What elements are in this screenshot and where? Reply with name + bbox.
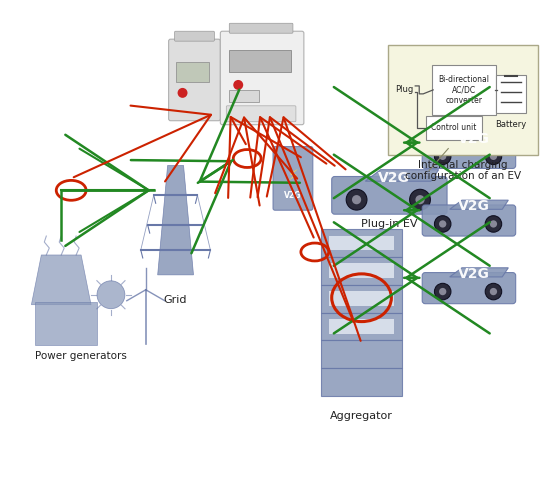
Text: Control unit: Control unit (431, 123, 477, 132)
Circle shape (490, 220, 497, 228)
Circle shape (234, 80, 243, 90)
FancyBboxPatch shape (273, 146, 313, 210)
FancyBboxPatch shape (35, 302, 97, 346)
FancyBboxPatch shape (432, 65, 496, 115)
Text: V2G: V2G (458, 132, 490, 145)
Text: Power generators: Power generators (35, 352, 127, 362)
Circle shape (435, 216, 451, 232)
FancyBboxPatch shape (422, 138, 516, 168)
Circle shape (352, 195, 361, 204)
Circle shape (435, 148, 451, 164)
Circle shape (439, 220, 446, 228)
Text: Plug: Plug (395, 86, 414, 94)
FancyBboxPatch shape (329, 319, 394, 334)
Circle shape (485, 148, 502, 164)
FancyBboxPatch shape (229, 50, 291, 72)
FancyBboxPatch shape (329, 264, 394, 278)
Polygon shape (31, 255, 91, 304)
FancyBboxPatch shape (321, 312, 402, 340)
FancyBboxPatch shape (226, 106, 296, 122)
Text: Aggregator: Aggregator (330, 411, 393, 421)
Polygon shape (450, 268, 508, 277)
FancyBboxPatch shape (329, 236, 394, 250)
Text: V2G: V2G (458, 267, 490, 281)
Circle shape (178, 88, 188, 98)
FancyBboxPatch shape (422, 272, 516, 304)
Polygon shape (450, 200, 508, 209)
Circle shape (435, 284, 451, 300)
FancyBboxPatch shape (229, 24, 293, 33)
Polygon shape (365, 170, 438, 181)
Text: Internal charging: Internal charging (418, 160, 508, 170)
FancyBboxPatch shape (220, 31, 304, 124)
Circle shape (485, 284, 502, 300)
Text: Grid: Grid (164, 294, 188, 304)
FancyBboxPatch shape (426, 116, 482, 140)
Text: Bi-directional
AC/DC
converter: Bi-directional AC/DC converter (438, 75, 489, 105)
Circle shape (485, 216, 502, 232)
FancyBboxPatch shape (321, 340, 402, 368)
FancyBboxPatch shape (321, 285, 402, 312)
FancyBboxPatch shape (422, 205, 516, 236)
FancyBboxPatch shape (175, 31, 214, 41)
FancyBboxPatch shape (332, 176, 447, 214)
Circle shape (346, 190, 367, 210)
FancyBboxPatch shape (329, 292, 394, 306)
Text: configuration of an EV: configuration of an EV (405, 172, 521, 181)
Text: V2G: V2G (379, 172, 410, 185)
Circle shape (439, 288, 446, 295)
Circle shape (490, 288, 497, 295)
FancyBboxPatch shape (229, 90, 259, 102)
FancyBboxPatch shape (321, 257, 402, 285)
Polygon shape (450, 132, 508, 141)
Text: V2G: V2G (284, 191, 302, 200)
FancyBboxPatch shape (321, 229, 402, 257)
Circle shape (439, 152, 446, 160)
Polygon shape (158, 166, 194, 275)
FancyBboxPatch shape (176, 62, 209, 82)
FancyBboxPatch shape (321, 368, 402, 396)
Circle shape (409, 190, 431, 210)
Circle shape (490, 152, 497, 160)
Text: Plug-in EV: Plug-in EV (361, 219, 418, 229)
FancyBboxPatch shape (389, 45, 538, 154)
Text: V2G: V2G (458, 199, 490, 213)
Circle shape (97, 281, 125, 308)
FancyBboxPatch shape (169, 39, 220, 120)
Text: Battery: Battery (495, 120, 526, 128)
FancyBboxPatch shape (496, 75, 526, 113)
Text: ⚡: ⚡ (287, 168, 298, 183)
Circle shape (416, 195, 424, 204)
